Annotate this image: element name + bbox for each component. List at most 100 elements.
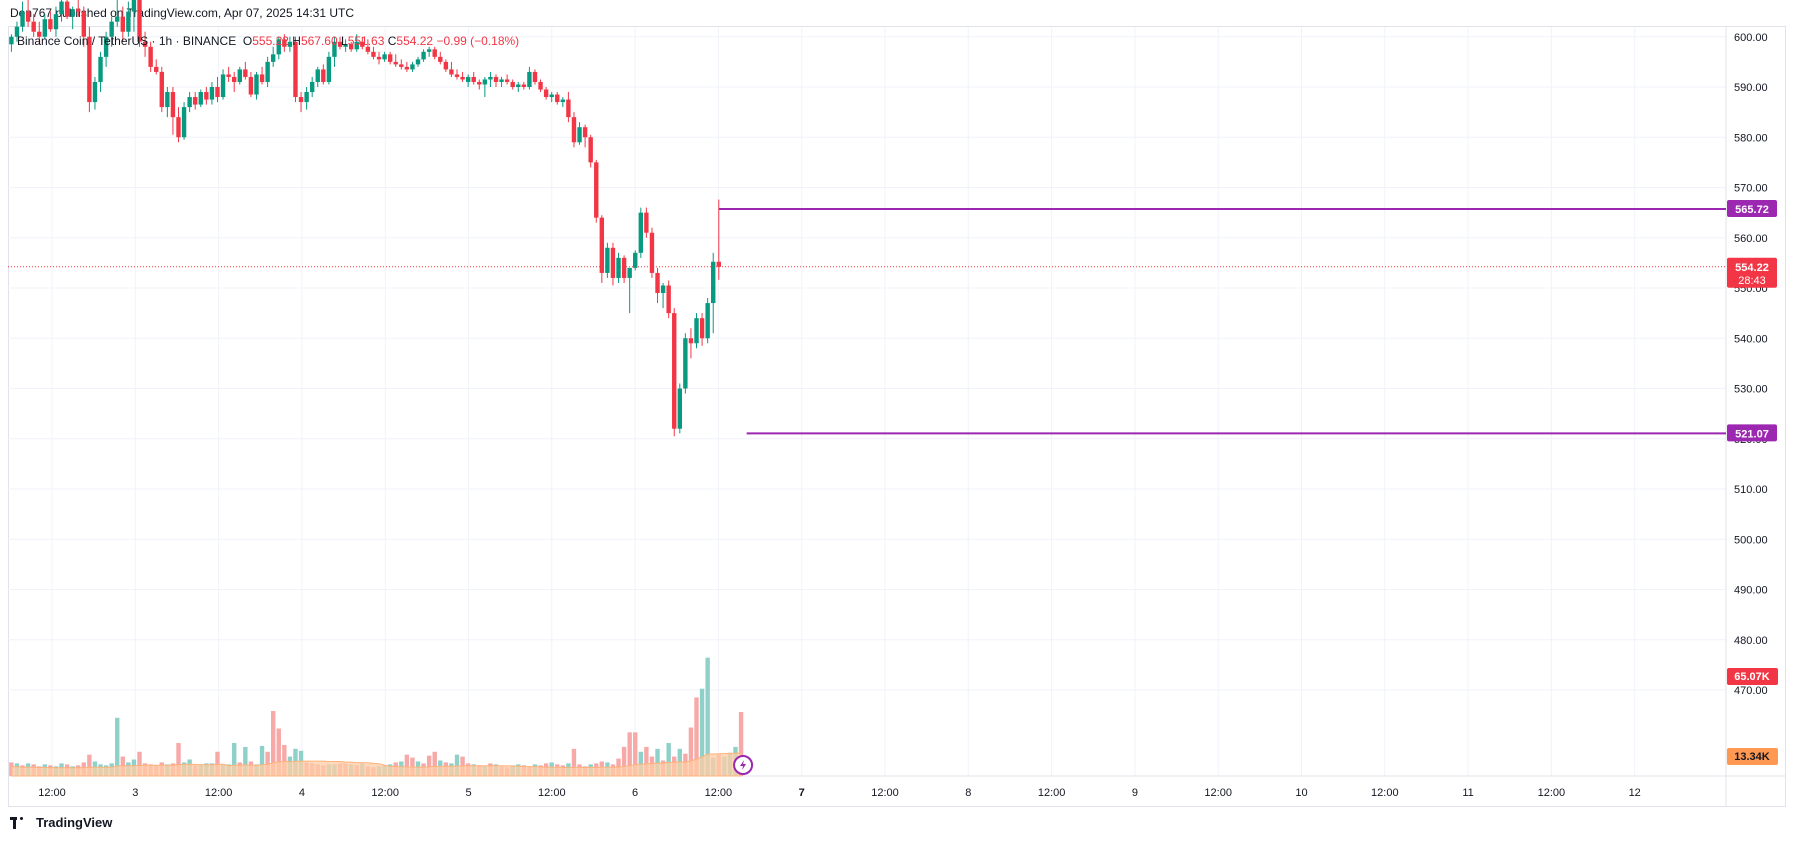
candle-body bbox=[627, 267, 632, 278]
candle-body bbox=[76, 9, 81, 12]
y-tick-label: 560.00 bbox=[1734, 233, 1768, 245]
x-tick-label: 12:00 bbox=[1038, 787, 1066, 799]
legend-open-value: 555.22 bbox=[252, 34, 289, 48]
candle-body bbox=[137, 0, 142, 42]
candle-body bbox=[193, 97, 198, 105]
candle-body bbox=[14, 26, 20, 37]
volume-bar bbox=[270, 711, 276, 776]
candle-body bbox=[237, 69, 242, 82]
candle-body bbox=[666, 285, 671, 314]
volume-bar bbox=[694, 697, 699, 776]
y-tick-label: 510.00 bbox=[1734, 484, 1768, 496]
candle-body bbox=[555, 94, 560, 103]
volume-bar bbox=[282, 744, 287, 776]
candle-body bbox=[131, 0, 137, 12]
candle-body bbox=[465, 76, 471, 82]
candle-body bbox=[126, 11, 131, 32]
candle-body bbox=[42, 19, 48, 37]
candle-body bbox=[454, 74, 460, 77]
candle-body bbox=[120, 16, 125, 32]
volume-bar bbox=[738, 711, 744, 776]
bar-countdown-label: 28:43 bbox=[1738, 275, 1766, 287]
candle-body bbox=[672, 313, 677, 429]
candle-body bbox=[493, 76, 499, 82]
x-tick-label: 12:00 bbox=[1371, 787, 1399, 799]
candle-body bbox=[599, 217, 605, 273]
volume-bar bbox=[276, 728, 281, 776]
candle-body bbox=[9, 36, 14, 45]
candle-body bbox=[270, 54, 276, 62]
volume-bar bbox=[137, 751, 142, 776]
x-tick-label: 12:00 bbox=[1538, 787, 1566, 799]
candle-body bbox=[321, 69, 326, 82]
candle-body bbox=[582, 127, 588, 138]
candle-body bbox=[360, 41, 365, 47]
footer-brand[interactable]: TradingView bbox=[10, 815, 112, 830]
candle-body bbox=[649, 232, 655, 273]
y-tick-label: 540.00 bbox=[1734, 333, 1768, 345]
published-line: Den767 published on TradingView.com, Apr… bbox=[10, 6, 355, 20]
x-tick-label: 12:00 bbox=[538, 787, 566, 799]
candle-body bbox=[220, 74, 226, 98]
candle-body bbox=[549, 94, 554, 98]
candle-body bbox=[694, 318, 699, 344]
candle-body bbox=[326, 56, 332, 82]
candle-body bbox=[103, 36, 109, 57]
candle-body bbox=[443, 61, 449, 70]
volume-bar bbox=[633, 732, 638, 776]
candle-body bbox=[415, 59, 421, 65]
candle-body bbox=[660, 285, 666, 294]
candle-body bbox=[232, 76, 237, 82]
volume-bar bbox=[644, 746, 649, 776]
candle-body bbox=[159, 71, 164, 108]
volume-value-label: 65.07K bbox=[1734, 671, 1770, 683]
x-tick-label: 12 bbox=[1629, 787, 1641, 799]
candle-body bbox=[48, 19, 53, 30]
volume-badge bbox=[1727, 668, 1778, 685]
x-tick-label: 11 bbox=[1462, 787, 1473, 799]
candle-body bbox=[616, 257, 621, 278]
candle-body bbox=[309, 81, 315, 93]
y-tick-label: 500.00 bbox=[1734, 534, 1768, 546]
x-tick-label: 12:00 bbox=[205, 787, 233, 799]
legend-high-label: H bbox=[292, 34, 301, 48]
y-tick-label: 530.00 bbox=[1734, 384, 1768, 396]
ohlc-legend: Binance Coin / TetherUS · 1h · BINANCE O… bbox=[17, 34, 519, 48]
volume-ma-value-label: 13.34K bbox=[1734, 751, 1770, 763]
candle-body bbox=[265, 61, 270, 82]
volume-bar bbox=[666, 743, 671, 776]
x-tick-label: 8 bbox=[965, 787, 971, 799]
candle-body bbox=[343, 44, 348, 47]
candle-body bbox=[53, 14, 59, 30]
volume-bar bbox=[627, 732, 632, 776]
last-price-badge bbox=[1727, 257, 1777, 288]
candle-body bbox=[421, 51, 426, 60]
candle-body bbox=[477, 81, 482, 85]
legend-high-value: 567.60 bbox=[300, 34, 338, 48]
volume-bar bbox=[571, 748, 577, 776]
candle-body bbox=[81, 11, 87, 37]
x-tick-label: 10 bbox=[1295, 787, 1307, 799]
volume-bar bbox=[259, 745, 265, 776]
legend-close-value: 554.22 bbox=[396, 34, 434, 48]
candle-body bbox=[387, 54, 393, 62]
volume-bar bbox=[432, 751, 437, 776]
candle-body bbox=[70, 9, 75, 17]
level-price-label: 521.07 bbox=[1735, 428, 1769, 440]
candle-body bbox=[677, 388, 682, 429]
legend-close-label: C bbox=[387, 34, 397, 48]
candle-body bbox=[482, 79, 488, 85]
lightning-bolt-glyph bbox=[740, 760, 747, 770]
candle-body bbox=[304, 92, 309, 103]
volume-bar bbox=[232, 743, 237, 776]
candle-body bbox=[209, 87, 215, 100]
candle-body bbox=[293, 41, 298, 98]
candle-body bbox=[460, 76, 465, 80]
candle-body bbox=[571, 117, 577, 143]
x-tick-label: 12:00 bbox=[871, 787, 899, 799]
volume-ma-badge bbox=[1727, 748, 1778, 765]
x-tick-label: 12:00 bbox=[371, 787, 399, 799]
volume-bar bbox=[454, 754, 460, 776]
last-price-label: 554.22 bbox=[1735, 262, 1769, 274]
